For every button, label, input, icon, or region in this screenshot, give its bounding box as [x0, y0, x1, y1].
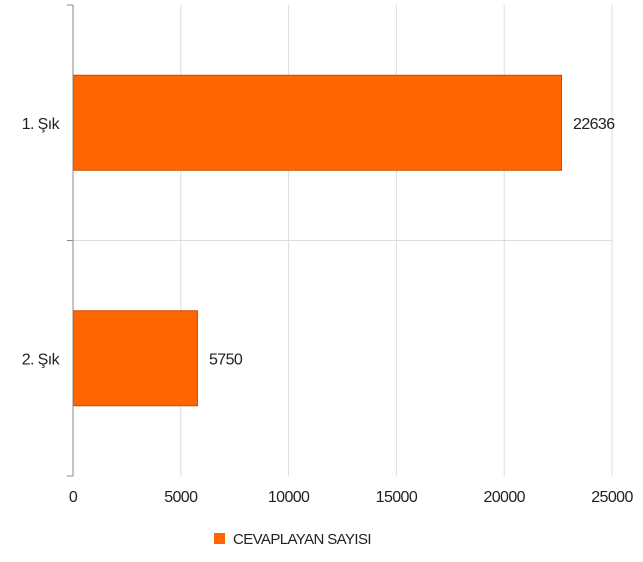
labels-layer: 22636 1. Şık 5750 2. Şık 0 5000 10000 15000 2000…	[22, 116, 634, 506]
x-tick-label-2: 10000	[268, 489, 310, 506]
x-tick-label-0: 0	[69, 489, 78, 506]
category-label-1: 1. Şık	[22, 116, 61, 133]
data-label-1: 22636	[573, 116, 615, 133]
legend-label: CEVAPLAYAN SAYISI	[233, 531, 371, 548]
bars-layer	[73, 74, 563, 407]
bar-2	[73, 310, 198, 407]
legend: CEVAPLAYAN SAYISI	[214, 531, 372, 548]
legend-swatch	[214, 533, 225, 544]
data-label-2: 5750	[209, 351, 243, 368]
axis-layer	[67, 4, 74, 477]
bar-1	[73, 74, 563, 171]
x-tick-label-3: 15000	[376, 489, 418, 506]
x-tick-label-1: 5000	[164, 489, 198, 506]
x-tick-label-4: 20000	[483, 489, 525, 506]
category-label-2: 2. Şık	[22, 351, 61, 368]
x-tick-label-5: 25000	[591, 489, 633, 506]
